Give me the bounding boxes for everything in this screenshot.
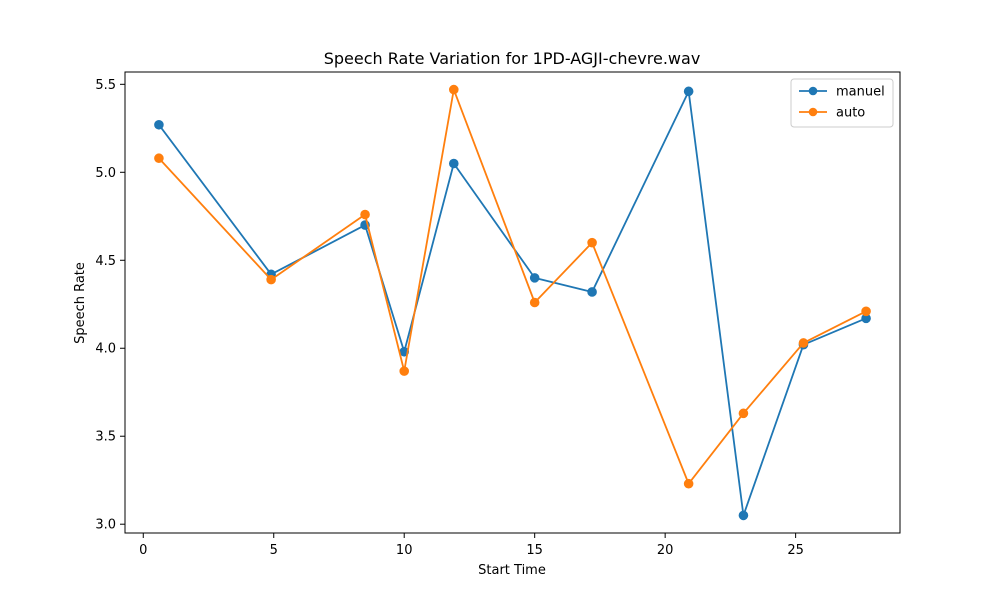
data-point-manuel: [529, 273, 540, 283]
y-tick-label: 4.0: [95, 342, 116, 357]
plot-frame: [124, 71, 901, 534]
x-tick-label: 25: [787, 543, 804, 558]
y-tick-label: 5.5: [95, 78, 116, 93]
legend-marker-manuel: [808, 86, 818, 96]
series-line-auto: [158, 88, 867, 485]
data-point-manuel: [587, 287, 597, 297]
data-point-auto: [360, 209, 370, 220]
x-tick-label: 0: [139, 543, 147, 558]
data-point-auto: [861, 306, 871, 317]
x-tick-label: 10: [396, 543, 413, 558]
y-tick-label: 3.5: [95, 430, 116, 445]
x-tick-label: 20: [657, 543, 674, 558]
legend-label-auto: auto: [836, 106, 865, 121]
x-tick-label: 15: [526, 543, 543, 558]
data-point-auto: [529, 297, 540, 308]
data-point-auto: [683, 478, 694, 489]
legend-marker-auto: [808, 107, 818, 117]
chart-title: Speech Rate Variation for 1PD-AGJI-chevr…: [324, 49, 701, 68]
x-tick-label: 5: [270, 543, 278, 558]
data-point-manuel: [738, 510, 749, 521]
x-axis-label: Start Time: [478, 563, 546, 578]
legend-label-manuel: manuel: [836, 85, 885, 100]
series-line-manuel: [158, 90, 867, 517]
y-axis-label: Speech Rate: [73, 262, 88, 344]
y-tick-label: 4.5: [95, 254, 116, 269]
data-point-auto: [798, 338, 809, 348]
data-point-auto: [738, 408, 749, 419]
data-point-manuel: [448, 158, 459, 169]
data-point-auto: [448, 84, 459, 95]
data-point-auto: [587, 237, 597, 248]
data-point-manuel: [683, 86, 694, 97]
data-point-manuel: [154, 119, 164, 130]
y-tick-label: 3.0: [95, 518, 116, 533]
data-point-auto: [266, 274, 276, 285]
data-point-auto: [154, 153, 164, 164]
plot-area: 0 5 10 15 20 25 3.0 3.5 4.0 4.5 5.0 5.5 manuel auto: [95, 71, 901, 558]
y-tick-label: 5.0: [95, 166, 116, 181]
data-point-auto: [399, 366, 410, 376]
